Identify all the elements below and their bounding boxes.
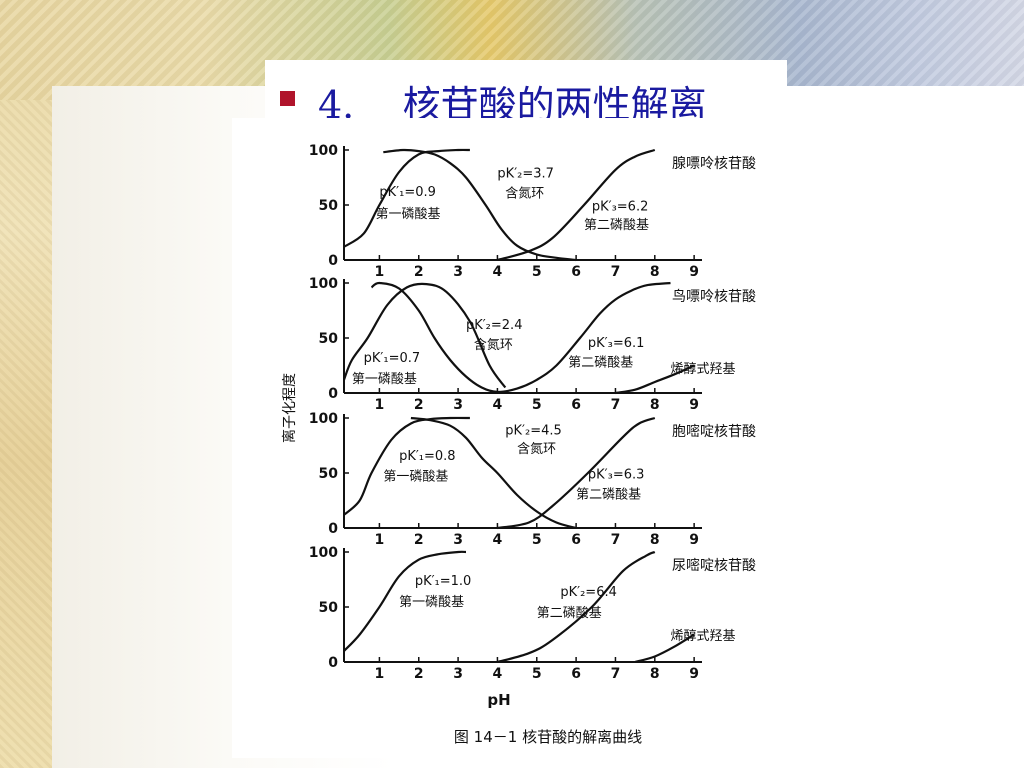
dissociation-curve (615, 364, 695, 395)
title-box (265, 60, 787, 122)
curve-annotation: pK′₃=6.3 (588, 468, 645, 483)
y-tick-label: 0 (328, 253, 338, 269)
x-axis-label: pH (487, 691, 510, 709)
x-tick-label: 6 (571, 666, 581, 682)
curve-annotation: pK′₁=0.8 (399, 449, 456, 464)
curve-annotation: 第一磷酸基 (352, 372, 417, 387)
dissociation-curve (497, 148, 656, 262)
x-tick-label: 1 (375, 397, 385, 413)
x-tick-label: 9 (689, 532, 699, 548)
compound-name: 鸟嘌呤核苷酸 (672, 289, 756, 305)
y-tick-label: 50 (319, 466, 339, 482)
curve-annotation: pK′₂=6.4 (560, 585, 617, 600)
dissociation-curve (497, 416, 656, 530)
background-left-strip (0, 0, 52, 768)
x-tick-label: 9 (689, 264, 699, 280)
curve-annotation: 含氮环 (505, 185, 544, 201)
compound-name: 腺嘌呤核苷酸 (672, 156, 756, 172)
curve-annotation: pK′₃=6.2 (592, 200, 649, 215)
y-tick-label: 0 (328, 655, 338, 671)
x-tick-label: 4 (493, 397, 503, 413)
x-tick-label: 1 (375, 532, 385, 548)
dissociation-curve (343, 416, 470, 516)
x-tick-label: 5 (532, 397, 542, 413)
curve-annotation: 第一磷酸基 (383, 470, 448, 485)
y-tick-label: 50 (319, 331, 339, 347)
y-tick-label: 100 (309, 545, 338, 561)
x-tick-label: 5 (532, 532, 542, 548)
x-tick-label: 3 (453, 666, 463, 682)
x-tick-label: 7 (611, 666, 621, 682)
curve-annotation: 第一磷酸基 (375, 207, 440, 222)
x-tick-label: 2 (414, 666, 424, 682)
curve-annotation: 第二磷酸基 (568, 356, 633, 371)
curve-annotation: 烯醇式羟基 (671, 361, 736, 377)
y-tick-label: 50 (319, 600, 339, 616)
x-tick-label: 6 (571, 397, 581, 413)
dissociation-curve (343, 148, 470, 248)
x-tick-label: 1 (375, 666, 385, 682)
curve-annotation: pK′₂=2.4 (466, 318, 523, 333)
compound-name: 尿嘧啶核苷酸 (672, 557, 756, 574)
x-tick-label: 7 (611, 264, 621, 280)
x-tick-label: 4 (493, 532, 503, 548)
dissociation-curve (634, 633, 695, 664)
x-tick-label: 7 (611, 532, 621, 548)
x-tick-label: 1 (375, 264, 385, 280)
dissociation-curve (370, 281, 671, 394)
background-top-strip (0, 0, 1024, 100)
curve-annotation: pK′₂=4.5 (505, 424, 562, 439)
dissociation-curve (342, 282, 507, 389)
y-tick-label: 100 (309, 276, 338, 292)
curve-annotation: 第二磷酸基 (576, 487, 641, 502)
curve-annotation: 含氮环 (517, 441, 556, 457)
x-tick-label: 8 (650, 264, 660, 280)
x-tick-label: 5 (532, 264, 542, 280)
figure-caption: 图 14－1 核苷酸的解离曲线 (454, 728, 642, 746)
y-tick-label: 100 (309, 143, 338, 159)
x-tick-label: 3 (453, 532, 463, 548)
dissociation-curve (383, 148, 577, 262)
y-tick-label: 50 (319, 198, 339, 214)
y-tick-label: 0 (328, 521, 338, 537)
x-tick-label: 8 (650, 666, 660, 682)
figure-area: 离子化程度 pH 图 14－1 核苷酸的解离曲线 0 50 100 1 2 3 4 5 6 7 8 9… (232, 118, 862, 758)
x-tick-label: 4 (493, 666, 503, 682)
dissociation-curve (410, 416, 577, 530)
dissociation-curve (343, 550, 467, 652)
x-tick-label: 3 (453, 264, 463, 280)
x-tick-label: 7 (611, 397, 621, 413)
x-tick-label: 6 (571, 264, 581, 280)
x-tick-label: 5 (532, 666, 542, 682)
curve-annotation: pK′₂=3.7 (497, 167, 554, 182)
curve-annotation: 第二磷酸基 (584, 218, 649, 233)
dissociation-curve (497, 550, 656, 664)
curve-annotation: 第一磷酸基 (399, 595, 464, 610)
y-tick-label: 100 (309, 411, 338, 427)
x-tick-label: 3 (453, 397, 463, 413)
curve-annotation: pK′₁=0.9 (379, 185, 436, 200)
curve-annotation: pK′₁=1.0 (415, 574, 472, 589)
x-tick-label: 9 (689, 666, 699, 682)
x-tick-label: 4 (493, 264, 503, 280)
x-tick-label: 2 (414, 532, 424, 548)
curve-annotation: pK′₃=6.1 (588, 336, 645, 351)
curve-annotation: pK′₁=0.7 (364, 351, 421, 366)
x-tick-label: 8 (650, 397, 660, 413)
x-tick-label: 2 (414, 397, 424, 413)
curve-annotation: 含氮环 (474, 337, 513, 353)
x-tick-label: 9 (689, 397, 699, 413)
curve-annotation: 烯醇式羟基 (671, 628, 736, 644)
y-tick-label: 0 (328, 386, 338, 402)
x-tick-label: 8 (650, 532, 660, 548)
bullet-square-icon (280, 91, 295, 106)
x-tick-label: 6 (571, 532, 581, 548)
y-axis-label: 离子化程度 (281, 373, 298, 443)
compound-name: 胞嘧啶核苷酸 (672, 423, 756, 440)
x-tick-label: 2 (414, 264, 424, 280)
curve-annotation: 第二磷酸基 (537, 606, 602, 621)
